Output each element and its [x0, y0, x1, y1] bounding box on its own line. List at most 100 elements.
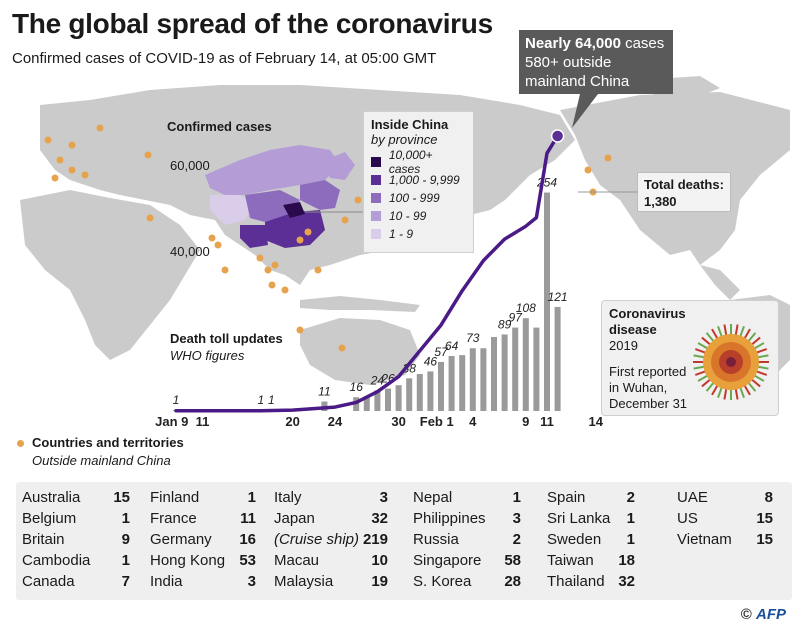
country-cases: 2: [626, 489, 635, 506]
death-bar: [416, 374, 423, 411]
world-map: [20, 76, 790, 385]
page-subtitle: Confirmed cases of COVID-19 as of Februa…: [12, 50, 437, 67]
country-name: Thailand: [547, 573, 605, 590]
country-cases: 32: [371, 510, 388, 527]
country-cases: 15: [113, 489, 130, 506]
country-cases: 9: [121, 531, 130, 548]
virus-illustration: [693, 324, 769, 400]
x-tick-label: 4: [469, 414, 477, 429]
virus-spike: [743, 384, 751, 396]
country-dot: [44, 136, 52, 144]
virus-spike: [753, 342, 765, 350]
country-name: UAE: [677, 489, 708, 506]
country-dot: [256, 254, 264, 262]
country-cases: 32: [618, 573, 635, 590]
country-row: France 11: [150, 508, 256, 529]
country-cases: 3: [379, 489, 388, 506]
china-province: [265, 210, 325, 248]
death-bar: [554, 306, 561, 411]
country-name: Cambodia: [22, 552, 91, 569]
country-row: Russia 2: [413, 529, 521, 550]
country-cases: 219: [362, 531, 388, 548]
china-legend-item: 10 - 99: [371, 207, 466, 225]
country-name: Japan: [274, 510, 315, 527]
death-bar: [544, 192, 550, 411]
china-legend-title: Inside China: [371, 117, 449, 132]
death-toll-subtitle: WHO figures: [170, 348, 245, 363]
death-bar-label: 24: [370, 373, 385, 387]
disease-box: Coronavirus disease 2019 First reported …: [601, 300, 779, 416]
disease-first-3: December 31: [609, 396, 688, 411]
country-row: Nepal 1: [413, 487, 521, 508]
country-name: Vietnam: [677, 531, 732, 548]
country-cases: 1: [626, 510, 635, 527]
death-bar-label: 254: [536, 176, 557, 190]
death-bar-label: 1: [173, 393, 180, 407]
death-bar: [427, 371, 434, 411]
death-bar: [469, 348, 476, 411]
country-row: UAE 8: [677, 487, 773, 508]
country-cases: 28: [504, 573, 521, 590]
countries-legend-subtitle: Outside mainland China: [32, 453, 171, 468]
china-province: [325, 152, 355, 180]
country-cases: 10: [371, 552, 388, 569]
country-name: (Cruise ship): [274, 531, 360, 548]
virus-spike: [743, 328, 751, 340]
country-cases: 58: [504, 552, 521, 569]
map-confirmed-cases-label: Confirmed cases: [167, 119, 272, 134]
country-cases: 11: [240, 510, 256, 527]
death-bar-label: 16: [350, 380, 364, 394]
china-province: [240, 225, 268, 248]
footer-credit: © AFP: [741, 606, 786, 623]
country-name: France: [150, 510, 197, 527]
country-cases: 1: [121, 552, 130, 569]
country-dot: [214, 241, 222, 249]
page-title: The global spread of the coronavirus: [12, 8, 493, 39]
virus-spike: [693, 354, 706, 359]
china-province-hubei: [283, 202, 305, 218]
china-legend-label: 10 - 99: [389, 209, 427, 223]
death-bar: [448, 355, 455, 411]
country-row: Italy 3: [274, 487, 388, 508]
china-legend-item: 1,000 - 9,999: [371, 171, 466, 189]
countries-column: Australia 15 Belgium 1 Britain 9 Cambodia 1 Cana…: [22, 487, 130, 592]
country-row: Hong Kong 53: [150, 550, 256, 571]
country-dot: [68, 141, 76, 149]
death-bar-label: 73: [466, 331, 480, 345]
country-name: India: [150, 573, 183, 590]
countries-legend-label: Countries and territories: [32, 435, 184, 450]
country-dot: [208, 234, 216, 242]
death-bar-label: 1: [257, 393, 264, 407]
x-tick-label: Jan 9: [155, 414, 188, 429]
country-cases: 19: [371, 573, 388, 590]
virus-spike: [694, 348, 707, 355]
country-row: S. Korea 28: [413, 571, 521, 592]
x-tick-label: 11: [540, 414, 554, 429]
map-central-america: [700, 265, 740, 300]
death-bar: [363, 397, 370, 411]
china-province: [300, 180, 340, 210]
disease-name-1: Coronavirus: [609, 306, 686, 321]
virus-spike: [694, 369, 707, 376]
country-name: Canada: [22, 573, 75, 590]
map-tick-40000: 40,000: [170, 244, 210, 259]
countries-legend-dot: [17, 440, 24, 447]
country-row: Belgium 1: [22, 508, 130, 529]
china-legend-swatch: [371, 157, 381, 167]
china-province: [210, 195, 255, 225]
country-name: Malaysia: [274, 573, 334, 590]
country-cases: 18: [618, 552, 635, 569]
china-legend-swatch: [371, 211, 381, 221]
death-bar: [501, 334, 508, 411]
callout-pointer: [572, 94, 598, 128]
china-provinces: [205, 145, 355, 248]
country-dot: [68, 166, 76, 174]
virus-spike: [697, 374, 709, 382]
country-cases: 53: [239, 552, 256, 569]
death-bar: [395, 385, 402, 411]
disease-name-2: disease: [609, 322, 657, 337]
country-cases: 15: [756, 510, 773, 527]
virus-spike: [753, 374, 765, 382]
death-bar-label: 57: [434, 345, 449, 359]
x-tick-label: 24: [328, 414, 343, 429]
